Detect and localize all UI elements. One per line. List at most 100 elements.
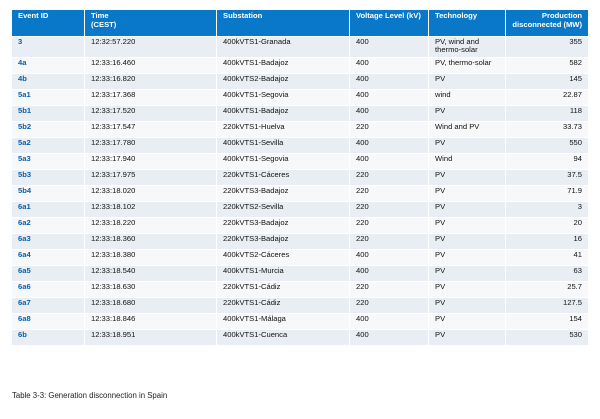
cell-production: 582 [506, 58, 588, 73]
cell-technology: Wind [429, 154, 506, 169]
cell-event-id: 4b [12, 74, 85, 89]
cell-production: 145 [506, 74, 588, 89]
cell-technology: PV [429, 202, 506, 217]
cell-time: 12:33:18.630 [85, 282, 217, 297]
cell-substation: 400kVTS1-Málaga [217, 314, 350, 329]
cell-substation: 220kVTS3-Badajoz [217, 234, 350, 249]
cell-voltage: 400 [350, 330, 429, 345]
cell-event-id: 6a3 [12, 234, 85, 249]
cell-event-id: 6a5 [12, 266, 85, 281]
table-row: 5b2 12:33:17.547 220kVTS1-Huelva 220 Wind an… [12, 122, 588, 137]
cell-technology: PV [429, 234, 506, 249]
cell-substation: 220kVTS2-Sevilla [217, 202, 350, 217]
table-row: 5b3 12:33:17.975 220kVTS1-Cáceres 220 PV 37.5 [12, 170, 588, 185]
cell-technology: PV [429, 314, 506, 329]
header-production: Production disconnected (MW) [506, 10, 588, 36]
cell-production: 71.9 [506, 186, 588, 201]
cell-time: 12:32:57.220 [85, 37, 217, 57]
cell-production: 94 [506, 154, 588, 169]
cell-substation: 220kVTS1-Cáceres [217, 170, 350, 185]
cell-time: 12:33:17.975 [85, 170, 217, 185]
cell-technology: PV [429, 74, 506, 89]
cell-event-id: 6a1 [12, 202, 85, 217]
cell-production: 22.87 [506, 90, 588, 105]
table-header-row: Event ID Time (CEST) Substation Voltage L… [12, 10, 588, 36]
cell-technology: PV [429, 218, 506, 233]
cell-production: 127.5 [506, 298, 588, 313]
cell-substation: 220kVTS3-Badajoz [217, 186, 350, 201]
table-row: 6a1 12:33:18.102 220kVTS2-Sevilla 220 PV 3 [12, 202, 588, 217]
cell-technology: PV [429, 138, 506, 153]
cell-voltage: 220 [350, 186, 429, 201]
cell-substation: 400kVTS1-Segovia [217, 154, 350, 169]
cell-technology: wind [429, 90, 506, 105]
cell-technology: PV [429, 106, 506, 121]
cell-event-id: 5b4 [12, 186, 85, 201]
cell-technology: PV, thermo-solar [429, 58, 506, 73]
table-row: 5a1 12:33:17.368 400kVTS1-Segovia 400 wind 22… [12, 90, 588, 105]
table-row: 6a3 12:33:18.360 220kVTS3-Badajoz 220 PV 16 [12, 234, 588, 249]
cell-voltage: 220 [350, 170, 429, 185]
cell-event-id: 6a4 [12, 250, 85, 265]
cell-time: 12:33:18.540 [85, 266, 217, 281]
cell-event-id: 5b1 [12, 106, 85, 121]
cell-voltage: 220 [350, 234, 429, 249]
cell-production: 33.73 [506, 122, 588, 137]
cell-technology: PV [429, 298, 506, 313]
cell-substation: 220kVTS3-Badajoz [217, 218, 350, 233]
table-row: 5a3 12:33:17.940 400kVTS1-Segovia 400 Wind 94 [12, 154, 588, 169]
table-row: 6a5 12:33:18.540 400kVTS1-Murcia 400 PV 63 [12, 266, 588, 281]
cell-substation: 400kVTS1-Segovia [217, 90, 350, 105]
cell-voltage: 220 [350, 282, 429, 297]
cell-production: 530 [506, 330, 588, 345]
cell-event-id: 6a6 [12, 282, 85, 297]
cell-voltage: 220 [350, 122, 429, 137]
cell-technology: PV [429, 282, 506, 297]
cell-production: 355 [506, 37, 588, 57]
cell-substation: 400kVTS1-Murcia [217, 266, 350, 281]
cell-voltage: 220 [350, 298, 429, 313]
cell-substation: 400kVTS2-Badajoz [217, 74, 350, 89]
cell-production: 20 [506, 218, 588, 233]
cell-production: 16 [506, 234, 588, 249]
table-row: 5a2 12:33:17.780 400kVTS1-Sevilla 400 PV 550 [12, 138, 588, 153]
cell-time: 12:33:18.102 [85, 202, 217, 217]
table-row: 6a8 12:33:18.846 400kVTS1-Málaga 400 PV 154 [12, 314, 588, 329]
cell-voltage: 400 [350, 250, 429, 265]
cell-voltage: 400 [350, 58, 429, 73]
table-row: 6a2 12:33:18.220 220kVTS3-Badajoz 220 PV 20 [12, 218, 588, 233]
header-substation: Substation [217, 10, 350, 36]
cell-substation: 400kVTS2-Cáceres [217, 250, 350, 265]
cell-voltage: 400 [350, 74, 429, 89]
cell-voltage: 400 [350, 266, 429, 281]
cell-production: 25.7 [506, 282, 588, 297]
cell-event-id: 5b3 [12, 170, 85, 185]
cell-time: 12:33:18.680 [85, 298, 217, 313]
cell-time: 12:33:18.951 [85, 330, 217, 345]
cell-technology: Wind and PV [429, 122, 506, 137]
cell-voltage: 400 [350, 138, 429, 153]
cell-substation: 400kVTS1-Granada [217, 37, 350, 57]
cell-time: 12:33:17.368 [85, 90, 217, 105]
cell-voltage: 400 [350, 90, 429, 105]
cell-time: 12:33:16.820 [85, 74, 217, 89]
cell-time: 12:33:18.360 [85, 234, 217, 249]
table-row: 4b 12:33:16.820 400kVTS2-Badajoz 400 PV 145 [12, 74, 588, 89]
generation-disconnection-table: Event ID Time (CEST) Substation Voltage L… [12, 9, 588, 346]
table-caption: Table 3-3: Generation disconnection in S… [12, 391, 168, 400]
table-row: 4a 12:33:16.460 400kVTS1-Badajoz 400 PV, the… [12, 58, 588, 73]
cell-event-id: 4a [12, 58, 85, 73]
cell-time: 12:33:17.520 [85, 106, 217, 121]
header-technology: Technology [429, 10, 506, 36]
cell-event-id: 6a8 [12, 314, 85, 329]
cell-substation: 400kVTS1-Badajoz [217, 106, 350, 121]
cell-substation: 400kVTS1-Cuenca [217, 330, 350, 345]
cell-voltage: 220 [350, 218, 429, 233]
cell-substation: 220kVTS1-Huelva [217, 122, 350, 137]
cell-voltage: 400 [350, 37, 429, 57]
cell-voltage: 400 [350, 106, 429, 121]
cell-time: 12:33:17.780 [85, 138, 217, 153]
cell-production: 41 [506, 250, 588, 265]
table-row: 6a6 12:33:18.630 220kVTS1-Cádiz 220 PV 25.7 [12, 282, 588, 297]
header-voltage: Voltage Level (kV) [350, 10, 429, 36]
